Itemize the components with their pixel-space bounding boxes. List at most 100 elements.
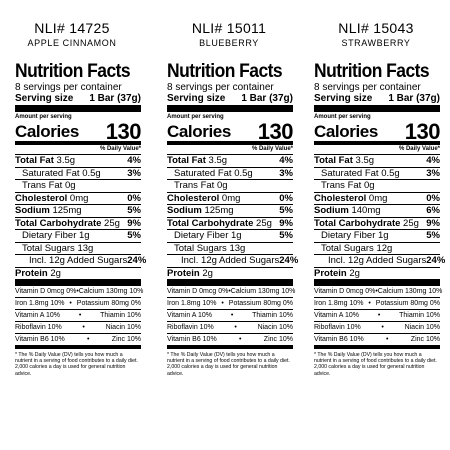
nli-number: NLI# 15011 bbox=[191, 20, 267, 36]
bullet-separator: • bbox=[386, 336, 389, 343]
vitamin-left: Vitamin A 10% bbox=[167, 312, 213, 319]
calories-value: 130 bbox=[404, 119, 441, 144]
saturated-fat-dv: 3% bbox=[279, 167, 293, 179]
daily-value-footnote: * The % Daily Value (DV) tells you how m… bbox=[167, 352, 290, 377]
nutrition-facts-title: Nutrition Facts bbox=[15, 61, 131, 82]
trans-fat-label: Trans Fat bbox=[174, 180, 215, 191]
sodium-row: Sodium 140mg 6% bbox=[314, 205, 440, 218]
flavor-name: STRAWBERRY bbox=[341, 38, 411, 48]
daily-value-header: % Daily Value* bbox=[15, 145, 141, 155]
serving-size-value: 1 Bar (37g) bbox=[388, 93, 440, 104]
vitamin-row: Vitamin B6 10% • Zinc 10% bbox=[314, 334, 440, 349]
carbohydrate-amount: 25g bbox=[403, 217, 419, 229]
protein-row: Protein 2g bbox=[314, 267, 440, 286]
carbohydrate-amount: 25g bbox=[104, 217, 120, 229]
dietary-fiber-dv: 5% bbox=[426, 230, 440, 241]
vitamin-right: Niacin 10% bbox=[257, 324, 293, 331]
bullet-separator: • bbox=[221, 300, 224, 307]
calories-value: 130 bbox=[257, 119, 294, 144]
vitamin-row: Vitamin B6 10% • Zinc 10% bbox=[167, 334, 293, 349]
vitamin-left: Riboflavin 10% bbox=[15, 324, 62, 331]
saturated-fat-row: Saturated Fat 0.5g 3% bbox=[15, 167, 141, 180]
bullet-separator: • bbox=[239, 336, 242, 343]
vitamin-left: Vitamin B6 10% bbox=[15, 336, 65, 343]
bullet-separator: • bbox=[230, 312, 234, 319]
vitamin-left: Iron 1.8mg 10% bbox=[167, 300, 217, 307]
total-carbohydrate-row: Total Carbohydrate 25g 9% bbox=[15, 217, 141, 230]
amount-per-serving: Amount per serving bbox=[15, 114, 72, 120]
vitamins-block: Vitamin D 0mcg 0% • Calcium 130mg 10% Iron … bbox=[167, 286, 295, 349]
vitamin-right: Potassium 80mg 0% bbox=[228, 300, 293, 307]
cholesterol-label: Cholesterol bbox=[167, 192, 220, 204]
dietary-fiber-amount: 1g bbox=[378, 230, 389, 241]
sodium-amount: 125mg bbox=[204, 205, 234, 216]
added-sugars-dv: 24% bbox=[279, 255, 299, 266]
vitamin-right: Potassium 80mg 0% bbox=[375, 300, 440, 307]
dietary-fiber-dv: 5% bbox=[279, 230, 293, 241]
vitamin-row: Vitamin B6 10% • Zinc 10% bbox=[15, 334, 141, 349]
bullet-separator: • bbox=[228, 288, 231, 295]
added-sugars-row: Incl. 12g Added Sugars 24% bbox=[15, 255, 146, 268]
nli-number: NLI# 15043 bbox=[338, 20, 414, 36]
vitamin-row: Riboflavin 10% • Niacin 10% bbox=[15, 322, 141, 334]
carbohydrate-label: Total Carbohydrate bbox=[314, 217, 401, 229]
protein-amount: 2g bbox=[349, 267, 360, 279]
vitamin-right: Thiamin 10% bbox=[399, 312, 440, 319]
saturated-fat-amount: 0.5g bbox=[234, 167, 253, 179]
bullet-separator: • bbox=[76, 288, 79, 295]
added-sugars-row: Incl. 12g Added Sugars 24% bbox=[314, 255, 445, 268]
protein-amount: 2g bbox=[202, 267, 213, 279]
total-fat-row: Total Fat 3.5g 4% bbox=[15, 155, 141, 168]
total-sugars-label: Total Sugars bbox=[22, 242, 75, 254]
vitamin-left: Iron 1.8mg 10% bbox=[15, 300, 65, 307]
total-carbohydrate-row: Total Carbohydrate 25g 9% bbox=[167, 218, 293, 230]
calories-label: Calories bbox=[314, 122, 378, 141]
total-fat-dv: 4% bbox=[127, 155, 141, 166]
trans-fat-amount: 0g bbox=[216, 180, 228, 191]
panel-header-1: NLI# 15011 BLUEBERRY bbox=[159, 20, 299, 49]
total-sugars-label: Total Sugars bbox=[174, 242, 227, 254]
bullet-separator: • bbox=[234, 324, 237, 331]
vitamin-left: Vitamin D 0mcg 0% bbox=[167, 288, 229, 295]
total-fat-dv: 4% bbox=[426, 155, 440, 166]
vitamin-left: Vitamin B6 10% bbox=[314, 336, 364, 343]
carbohydrate-label: Total Carbohydrate bbox=[15, 217, 102, 229]
protein-amount: 2g bbox=[50, 267, 61, 279]
cholesterol-row: Cholesterol 0mg 0% bbox=[15, 192, 141, 205]
dietary-fiber-label: Dietary Fiber bbox=[22, 230, 77, 241]
carbohydrate-dv: 9% bbox=[426, 217, 440, 229]
added-sugars-text: Incl. 12g Added Sugars bbox=[29, 255, 128, 266]
serving-size-label: Serving size bbox=[314, 93, 373, 104]
servings-per-container: 8 servings per container bbox=[167, 82, 274, 93]
serving-size-row: Serving size 1 Bar (37g) bbox=[15, 93, 141, 112]
cholesterol-label: Cholesterol bbox=[314, 192, 367, 204]
saturated-fat-dv: 3% bbox=[426, 167, 440, 179]
bullet-separator: • bbox=[377, 312, 381, 319]
cholesterol-dv: 0% bbox=[127, 192, 141, 204]
saturated-fat-label: Saturated Fat bbox=[321, 167, 379, 179]
total-sugars-row: Total Sugars 12g bbox=[314, 242, 440, 255]
cholesterol-dv: 0% bbox=[279, 192, 293, 204]
total-fat-label: Total Fat bbox=[167, 155, 206, 166]
sodium-amount: 140mg bbox=[351, 205, 381, 216]
bullet-separator: • bbox=[368, 300, 371, 307]
vitamin-right: Potassium 80mg 0% bbox=[76, 300, 141, 307]
calories-value: 130 bbox=[105, 119, 142, 144]
dietary-fiber-label: Dietary Fiber bbox=[321, 230, 376, 241]
servings-per-container: 8 servings per container bbox=[314, 82, 421, 93]
calories-row: Calories 130 bbox=[167, 119, 294, 145]
total-fat-amount: 3.5g bbox=[208, 155, 228, 166]
total-sugars-amount: 12g bbox=[376, 242, 393, 254]
dietary-fiber-amount: 1g bbox=[79, 230, 90, 241]
daily-value-header: % Daily Value* bbox=[314, 145, 440, 155]
cholesterol-dv: 0% bbox=[426, 192, 440, 204]
saturated-fat-amount: 0.5g bbox=[82, 167, 101, 179]
serving-size-value: 1 Bar (37g) bbox=[89, 93, 141, 104]
carbohydrate-dv: 9% bbox=[127, 217, 141, 229]
cholesterol-row: Cholesterol 0mg 0% bbox=[167, 192, 293, 205]
protein-label: Protein bbox=[314, 267, 347, 279]
sodium-dv: 5% bbox=[279, 205, 293, 216]
vitamin-left: Riboflavin 10% bbox=[167, 324, 214, 331]
vitamin-row: Riboflavin 10% • Niacin 10% bbox=[167, 322, 293, 334]
sodium-row: Sodium 125mg 5% bbox=[15, 205, 141, 218]
